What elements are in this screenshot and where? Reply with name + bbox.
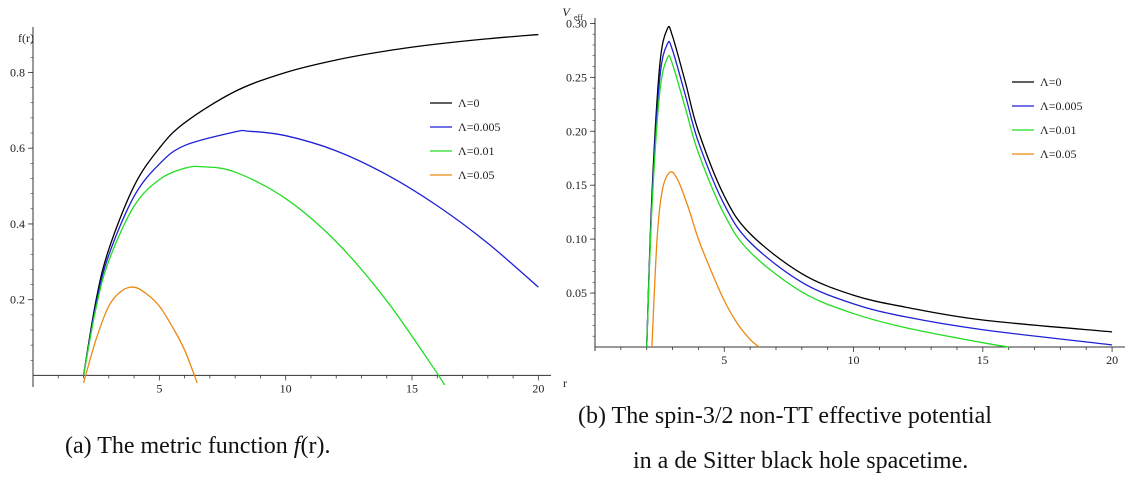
legend-label: Λ=0.005: [458, 120, 500, 134]
caption-a: (a) The metric function f(r).: [65, 433, 330, 460]
chart-panel-a: 5 10 15 20 0.2 0.4 0.6 0.8 f(r) r Λ=0 Λ=0.005 Λ=0.01…: [10, 27, 567, 395]
x-tick-label: 20: [532, 381, 544, 395]
y-tick-label: 0.30: [566, 16, 587, 30]
x-tick-label: 5: [156, 381, 162, 395]
series-line: [82, 129, 539, 376]
series-line: [82, 33, 539, 376]
x-axis-label: r: [563, 376, 567, 390]
y-axis-label: V: [562, 5, 571, 19]
series-line: [646, 25, 1113, 348]
y-tick-label: 0.15: [566, 178, 587, 192]
x-tick-label: 10: [848, 353, 860, 367]
series-line: [646, 54, 1009, 348]
legend: Λ=0 Λ=0.005 Λ=0.01 Λ=0.05: [430, 96, 500, 182]
legend-label: Λ=0: [1040, 75, 1061, 89]
legend-label: Λ=0.05: [1040, 147, 1076, 161]
caption-a-prefix: (a) The metric function: [65, 433, 294, 459]
y-tick-label: 0.10: [566, 232, 587, 246]
y-axis-label-sub: eff: [574, 13, 583, 22]
y-tick-label: 0.6: [10, 141, 25, 155]
legend: Λ=0 Λ=0.005 Λ=0.01 Λ=0.05: [1012, 75, 1082, 161]
legend-label: Λ=0: [458, 96, 479, 110]
x-tick-label: 5: [721, 353, 727, 367]
caption-b-line2: in a de Sitter black hole spacetime.: [633, 448, 969, 474]
x-tick-label: 15: [977, 353, 989, 367]
caption-a-math: f: [293, 433, 301, 459]
x-tick-label: 20: [1106, 353, 1118, 367]
caption-a-suffix: (r).: [300, 433, 331, 459]
y-tick-label: 0.4: [10, 217, 25, 231]
legend-label: Λ=0.005: [1040, 99, 1082, 113]
legend-label: Λ=0.01: [458, 144, 494, 158]
legend-label: Λ=0.01: [1040, 123, 1076, 137]
chart-panel-b: 5 10 15 200.050.100.150.200.250.30V effΛ=0Λ=…: [562, 5, 1125, 367]
legend-label: Λ=0.05: [458, 168, 494, 182]
series-line: [82, 286, 198, 384]
x-tick-label: 10: [280, 381, 292, 395]
y-axis-label: f(r): [18, 31, 34, 45]
y-tick-label: 0.20: [566, 124, 587, 138]
y-tick-label: 0.2: [10, 293, 25, 307]
x-tick-label: 15: [406, 381, 418, 395]
series-line: [646, 40, 1113, 348]
series-group: [82, 33, 539, 385]
y-tick-label: 0.25: [566, 70, 587, 84]
y-tick-label: 0.8: [10, 65, 25, 79]
caption-b-line1: (b) The spin-3/2 non-TT effective potent…: [578, 403, 992, 429]
y-tick-label: 0.05: [566, 286, 587, 300]
series-group: [646, 25, 1113, 348]
series-line: [651, 171, 760, 348]
series-line: [82, 165, 446, 385]
